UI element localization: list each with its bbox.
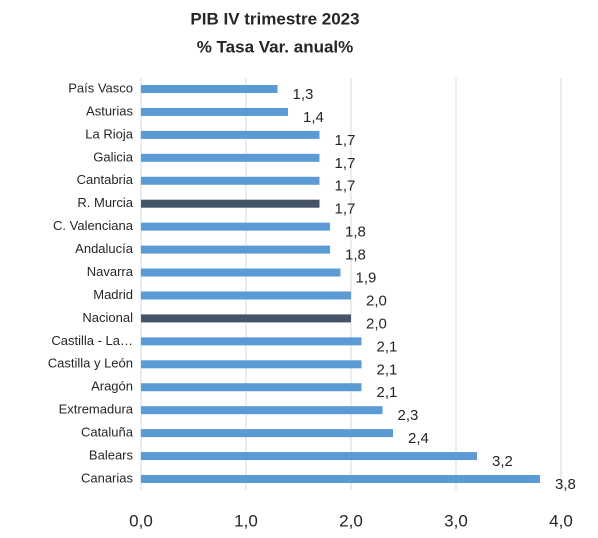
x-tick-label: 4,0 <box>549 511 573 530</box>
data-label: 1,7 <box>335 155 356 172</box>
y-tick-label: Galicia <box>93 149 134 164</box>
x-tick-label: 0,0 <box>129 511 153 530</box>
bar <box>141 245 330 254</box>
bar <box>141 383 362 392</box>
y-tick-label: Extremadura <box>59 402 134 417</box>
y-tick-label: Castilla - La… <box>51 333 133 348</box>
data-label: 1,7 <box>335 178 356 195</box>
chart-title: PIB IV trimestre 2023 <box>190 9 359 28</box>
y-tick-label: País Vasco <box>68 80 133 95</box>
bar <box>141 314 351 323</box>
bar <box>141 107 288 116</box>
x-tick-label: 3,0 <box>444 511 468 530</box>
y-tick-label: Cantabria <box>77 172 134 187</box>
y-tick-label: La Rioja <box>85 126 133 141</box>
bar <box>141 360 362 369</box>
bar <box>141 291 351 300</box>
y-tick-label: R. Murcia <box>77 195 133 210</box>
bar <box>141 452 477 461</box>
data-label: 1,8 <box>345 224 366 241</box>
bar <box>141 268 341 277</box>
bar <box>141 337 362 346</box>
data-label: 1,7 <box>335 132 356 149</box>
y-tick-label: Navarra <box>87 264 134 279</box>
data-label: 1,4 <box>303 109 324 126</box>
data-label: 2,1 <box>377 361 398 378</box>
data-label: 2,3 <box>398 407 419 424</box>
bar <box>141 429 393 438</box>
data-label: 1,7 <box>335 201 356 218</box>
bar <box>141 130 320 139</box>
y-tick-label: Balears <box>89 447 134 462</box>
data-label: 1,3 <box>293 86 314 103</box>
data-label: 2,1 <box>377 384 398 401</box>
data-label: 1,9 <box>356 269 377 286</box>
bar <box>141 85 278 93</box>
data-label: 1,8 <box>345 247 366 264</box>
data-label: 3,2 <box>492 453 513 470</box>
y-tick-label: Andalucía <box>75 241 134 256</box>
data-label: 2,0 <box>366 292 387 309</box>
data-label: 3,8 <box>555 476 576 493</box>
data-label: 2,4 <box>408 430 429 447</box>
y-tick-label: Madrid <box>93 287 133 302</box>
x-tick-label: 2,0 <box>339 511 363 530</box>
bar <box>141 153 320 162</box>
y-tick-label: Asturias <box>86 103 133 118</box>
y-tick-label: Nacional <box>82 310 133 325</box>
bar <box>141 406 383 415</box>
data-label: 2,1 <box>377 338 398 355</box>
y-tick-label: Canarias <box>81 470 134 485</box>
y-tick-label: Cataluña <box>81 425 134 440</box>
y-tick-label: C. Valenciana <box>53 218 134 233</box>
bar <box>141 176 320 185</box>
data-label: 2,0 <box>366 315 387 332</box>
y-tick-label: Aragón <box>91 379 133 394</box>
x-tick-label: 1,0 <box>234 511 258 530</box>
y-tick-label: Castilla y León <box>48 356 133 371</box>
bar <box>141 475 540 483</box>
chart-subtitle: % Tasa Var. anual% <box>197 37 354 56</box>
bar <box>141 222 330 231</box>
bar <box>141 199 320 208</box>
